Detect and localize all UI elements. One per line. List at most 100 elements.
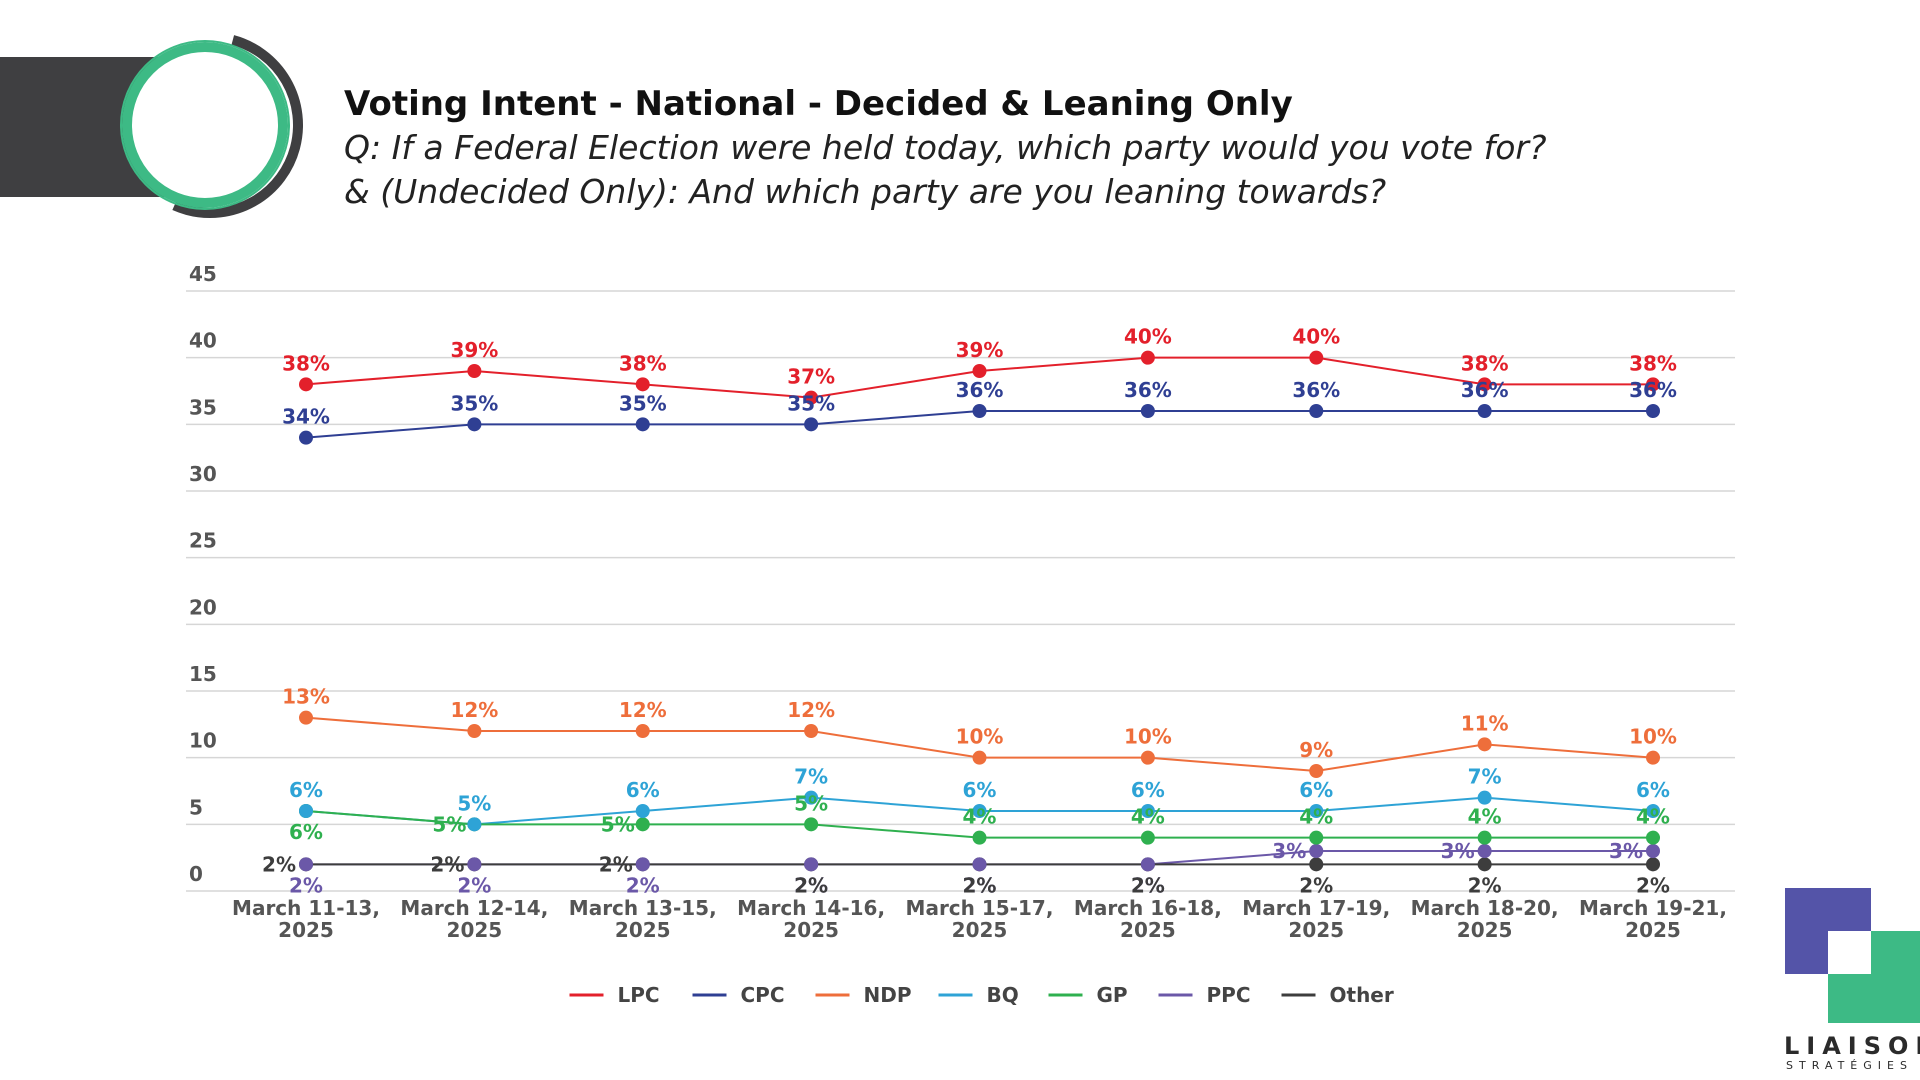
chart-subtitle-line2: & (Undecided Only): And which party are … bbox=[344, 172, 1387, 211]
data-point-ndp-8 bbox=[1646, 750, 1660, 765]
data-point-bq-0 bbox=[299, 804, 313, 818]
x-tick-label-6: March 17-19, 2025 bbox=[1242, 896, 1390, 942]
data-point-lpc-3 bbox=[804, 390, 819, 405]
data-label-cpc-5: 36% bbox=[1124, 378, 1172, 402]
data-point-ndp-4 bbox=[972, 750, 987, 765]
data-label-gp-0: 6% bbox=[289, 820, 323, 844]
data-point-bq-5 bbox=[1140, 804, 1155, 818]
data-point-ppc-1 bbox=[467, 857, 482, 872]
data-label-ppc-8: 3% bbox=[1609, 839, 1643, 863]
data-point-lpc-0 bbox=[299, 377, 313, 392]
data-label-lpc-2: 38% bbox=[619, 351, 667, 375]
data-label-bq-4: 6% bbox=[963, 778, 997, 802]
y-tick-label-20: 20 bbox=[189, 595, 217, 619]
data-label-other-3: 2% bbox=[794, 873, 828, 897]
data-point-ppc-8 bbox=[1646, 844, 1660, 858]
data-point-other-6 bbox=[1309, 857, 1324, 872]
brand-name: LIAISON bbox=[1784, 1032, 1920, 1060]
y-tick-label-15: 15 bbox=[189, 662, 217, 686]
data-label-ppc-1: 2% bbox=[457, 873, 491, 897]
data-label-other-2: 2% bbox=[599, 852, 633, 876]
data-label-bq-0: 6% bbox=[289, 778, 323, 802]
data-point-gp-2 bbox=[635, 817, 650, 832]
data-point-lpc-8 bbox=[1646, 377, 1660, 392]
data-point-ppc-2 bbox=[635, 857, 650, 872]
data-label-gp-4: 4% bbox=[963, 805, 997, 829]
data-point-cpc-5 bbox=[1140, 404, 1155, 418]
data-label-ndp-1: 12% bbox=[450, 698, 498, 722]
data-label-other-0: 2% bbox=[262, 852, 296, 876]
data-label-ppc-0: 2% bbox=[289, 873, 323, 897]
data-label-cpc-6: 36% bbox=[1292, 378, 1340, 402]
data-label-cpc-1: 35% bbox=[450, 391, 498, 415]
data-point-lpc-7 bbox=[1477, 377, 1492, 392]
brand-square-logo bbox=[1785, 888, 1920, 1023]
data-point-ndp-7 bbox=[1477, 737, 1492, 752]
x-tick-label-5: March 16-18, 2025 bbox=[1074, 896, 1222, 942]
data-point-cpc-0 bbox=[299, 430, 313, 445]
data-point-ndp-6 bbox=[1309, 764, 1324, 778]
y-tick-label-45: 45 bbox=[189, 262, 217, 286]
data-point-bq-8 bbox=[1646, 804, 1660, 818]
data-label-gp-7: 4% bbox=[1468, 805, 1502, 829]
data-label-bq-8: 6% bbox=[1636, 778, 1670, 802]
data-label-gp-6: 4% bbox=[1299, 805, 1333, 829]
data-label-ppc-2: 2% bbox=[626, 873, 660, 897]
data-label-bq-6: 6% bbox=[1299, 778, 1333, 802]
data-label-lpc-5: 40% bbox=[1124, 325, 1172, 349]
data-label-gp-3: 5% bbox=[794, 791, 828, 815]
data-label-ppc-5: 2% bbox=[1131, 873, 1165, 897]
data-point-lpc-2 bbox=[635, 377, 650, 392]
data-point-cpc-1 bbox=[467, 417, 482, 432]
data-label-bq-3: 7% bbox=[794, 765, 828, 789]
x-tick-label-3: March 14-16, 2025 bbox=[737, 896, 885, 942]
data-label-cpc-8: 36% bbox=[1629, 378, 1677, 402]
data-point-bq-6 bbox=[1309, 804, 1324, 818]
x-tick-label-7: March 18-20, 2025 bbox=[1411, 896, 1559, 942]
data-label-lpc-7: 38% bbox=[1461, 351, 1509, 375]
title-block: Voting Intent - National - Decided & Lea… bbox=[344, 82, 1547, 214]
data-point-ppc-0 bbox=[299, 857, 313, 872]
data-point-lpc-6 bbox=[1309, 350, 1324, 365]
y-tick-label-25: 25 bbox=[189, 529, 217, 553]
data-label-ndp-6: 9% bbox=[1299, 738, 1333, 762]
data-point-ppc-4 bbox=[972, 857, 987, 872]
data-label-ndp-4: 10% bbox=[956, 725, 1004, 749]
data-label-lpc-1: 39% bbox=[450, 338, 498, 362]
x-tick-label-1: March 12-14, 2025 bbox=[400, 896, 548, 942]
data-label-cpc-3: 35% bbox=[787, 391, 835, 415]
data-point-bq-1 bbox=[467, 817, 482, 832]
data-point-gp-8 bbox=[1646, 830, 1660, 845]
legend-label-ppc: PPC bbox=[1207, 983, 1251, 1007]
data-point-other-7 bbox=[1477, 857, 1492, 872]
data-label-ppc-4: 2% bbox=[963, 873, 997, 897]
data-label-other-6: 2% bbox=[1299, 873, 1333, 897]
data-label-bq-1: 5% bbox=[457, 791, 491, 815]
data-label-gp-2: 5% bbox=[601, 812, 635, 836]
x-tick-label-2: March 13-15, 2025 bbox=[569, 896, 717, 942]
data-point-gp-7 bbox=[1477, 830, 1492, 845]
data-label-other-7: 2% bbox=[1468, 873, 1502, 897]
data-point-bq-7 bbox=[1477, 790, 1492, 805]
data-point-ppc-5 bbox=[1140, 857, 1155, 872]
data-label-lpc-6: 40% bbox=[1292, 325, 1340, 349]
data-label-ndp-5: 10% bbox=[1124, 725, 1172, 749]
data-label-other-4: 2% bbox=[963, 873, 997, 897]
y-tick-label-30: 30 bbox=[189, 462, 217, 486]
data-point-gp-6 bbox=[1309, 830, 1324, 845]
data-point-cpc-8 bbox=[1646, 404, 1660, 418]
chart-subtitle-line1: Q: If a Federal Election were held today… bbox=[344, 128, 1547, 167]
data-label-gp-1: 5% bbox=[432, 812, 466, 836]
legend-label-ndp: NDP bbox=[864, 983, 912, 1007]
data-label-ndp-3: 12% bbox=[787, 698, 835, 722]
legend-label-cpc: CPC bbox=[741, 983, 785, 1007]
data-point-ndp-0 bbox=[299, 710, 313, 725]
data-point-gp-4 bbox=[972, 830, 987, 845]
data-label-ndp-0: 13% bbox=[282, 685, 330, 709]
data-point-ndp-3 bbox=[804, 724, 819, 738]
data-label-ndp-2: 12% bbox=[619, 698, 667, 722]
data-point-lpc-4 bbox=[972, 364, 987, 378]
y-tick-label-40: 40 bbox=[189, 329, 217, 353]
data-label-gp-8: 4% bbox=[1636, 805, 1670, 829]
data-point-bq-4 bbox=[972, 804, 987, 818]
